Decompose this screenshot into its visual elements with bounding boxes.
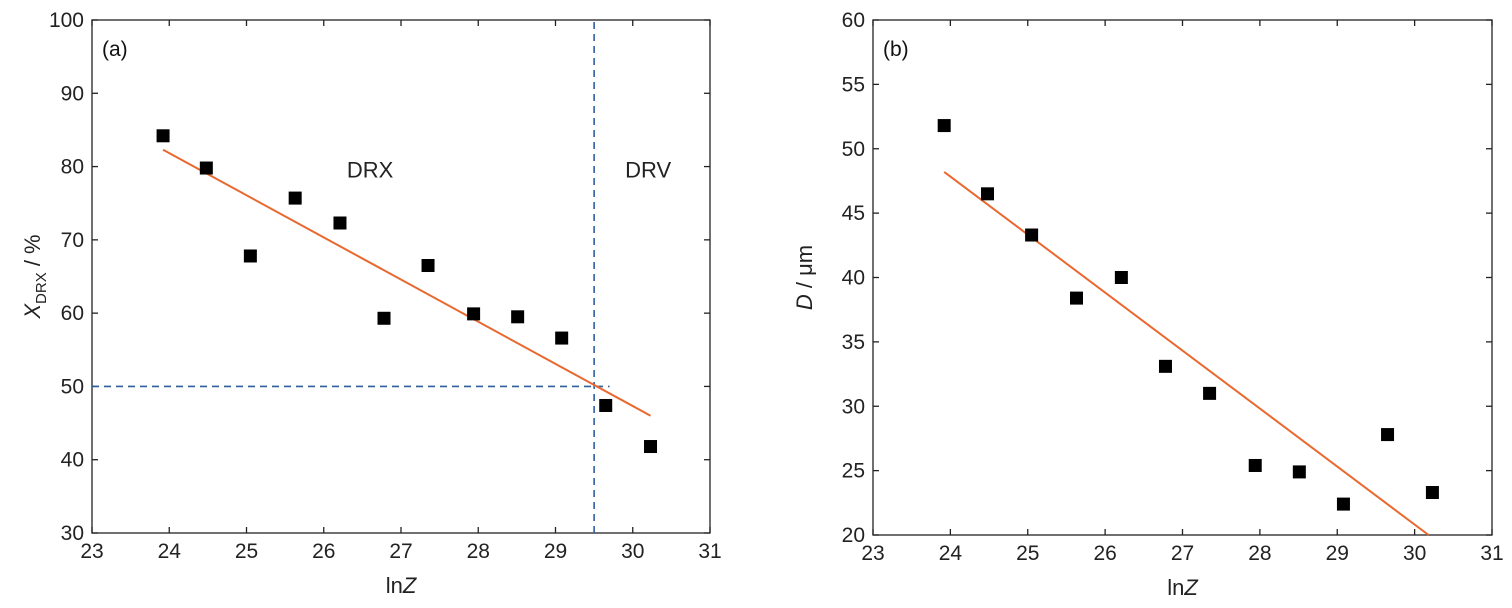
- y-axis-title-subscript: DRX: [33, 272, 50, 304]
- y-tick-label: 25: [842, 460, 865, 483]
- x-tick-label: 28: [1248, 542, 1271, 565]
- data-point: [555, 331, 569, 345]
- y-tick-label: 60: [842, 9, 865, 32]
- y-axis-title: XDRX / %: [20, 234, 50, 319]
- data-point: [1336, 497, 1350, 511]
- x-tick-label: 29: [544, 540, 567, 563]
- x-tick-label: 25: [1016, 542, 1039, 565]
- x-tick-label: 31: [1480, 542, 1503, 565]
- y-tick-label: 55: [842, 73, 865, 96]
- region-label-drx: DRX: [347, 158, 394, 183]
- x-tick-label: 29: [1326, 542, 1349, 565]
- x-tick-label: 24: [939, 542, 963, 565]
- y-axis-title: D / μm: [792, 245, 817, 310]
- y-tick-label: 40: [842, 267, 865, 290]
- y-tick-label: 30: [842, 395, 865, 418]
- data-point: [288, 191, 302, 205]
- x-axis-title-italic: Z: [402, 573, 418, 598]
- data-point: [937, 119, 951, 133]
- x-axis-title-italic: Z: [1183, 575, 1199, 600]
- data-point: [421, 259, 435, 273]
- data-point: [1025, 228, 1039, 242]
- panel-label: (b): [883, 38, 909, 61]
- x-axis-title-main: ln: [386, 573, 403, 598]
- data-point: [377, 311, 391, 325]
- data-point: [1158, 359, 1172, 373]
- panel-b-chart: 23 24 25 26 27 28 29 30 31 20 25 30 35 40 45 50 55 60 (b) l…: [792, 9, 1504, 600]
- panel-label: (a): [102, 38, 128, 61]
- y-tick-label: 40: [61, 449, 84, 472]
- data-point: [243, 249, 257, 263]
- data-point: [599, 398, 613, 412]
- y-tick-label: 35: [842, 331, 865, 354]
- x-axis-title: lnZ: [1167, 575, 1199, 600]
- x-tick-label: 26: [1093, 542, 1116, 565]
- data-point: [333, 216, 347, 230]
- y-tick-label: 80: [61, 156, 84, 179]
- data-point: [511, 310, 525, 324]
- y-tick-label: 20: [842, 524, 865, 547]
- data-point: [1381, 428, 1395, 442]
- x-tick-label: 27: [389, 540, 412, 563]
- y-tick-label: 90: [61, 82, 84, 105]
- data-point: [1292, 465, 1306, 479]
- data-point: [467, 307, 481, 321]
- plot-frame: [91, 19, 711, 534]
- y-axis-title-main: X: [20, 303, 45, 320]
- y-tick-label: 50: [61, 375, 84, 398]
- x-tick-label: 30: [1403, 542, 1426, 565]
- plot-frame: [872, 19, 1493, 536]
- fit-line: [943, 171, 1430, 536]
- data-point: [644, 440, 658, 454]
- data-point: [1248, 458, 1262, 472]
- x-tick-label: 26: [312, 540, 335, 563]
- region-label-drv: DRV: [625, 158, 671, 183]
- data-point: [1114, 271, 1128, 284]
- data-point: [156, 129, 170, 143]
- y-tick-label: 70: [61, 229, 84, 252]
- x-tick-label: 31: [698, 540, 721, 563]
- x-tick-label: 28: [467, 540, 490, 563]
- x-tick-label: 27: [1171, 542, 1194, 565]
- x-tick-label: 24: [158, 540, 182, 563]
- x-tick-label: 23: [861, 542, 884, 565]
- y-tick-label: 50: [842, 138, 865, 161]
- data-point: [199, 161, 213, 175]
- fit-line: [162, 148, 651, 417]
- data-point: [1425, 486, 1439, 500]
- y-tick-label: 100: [49, 9, 84, 32]
- x-axis-title: lnZ: [386, 573, 418, 598]
- data-point: [1069, 291, 1083, 305]
- x-tick-label: 23: [80, 540, 103, 563]
- y-axis-title-unit: / μm: [792, 245, 817, 294]
- panel-a-chart: 23 24 25 26 27 28 29 30 31 30 40 50 60 70 80 90 100 DRX DR…: [20, 9, 722, 598]
- data-point: [981, 187, 995, 201]
- x-axis-title-main: ln: [1167, 575, 1184, 600]
- y-tick-label: 45: [842, 202, 865, 225]
- x-tick-label: 25: [235, 540, 258, 563]
- y-tick-label: 30: [61, 522, 84, 545]
- y-tick-label: 60: [61, 302, 84, 325]
- y-axis-title-main: D: [792, 294, 817, 310]
- x-tick-label: 30: [621, 540, 644, 563]
- data-point: [1203, 386, 1217, 400]
- y-axis-title-unit: / %: [20, 234, 45, 272]
